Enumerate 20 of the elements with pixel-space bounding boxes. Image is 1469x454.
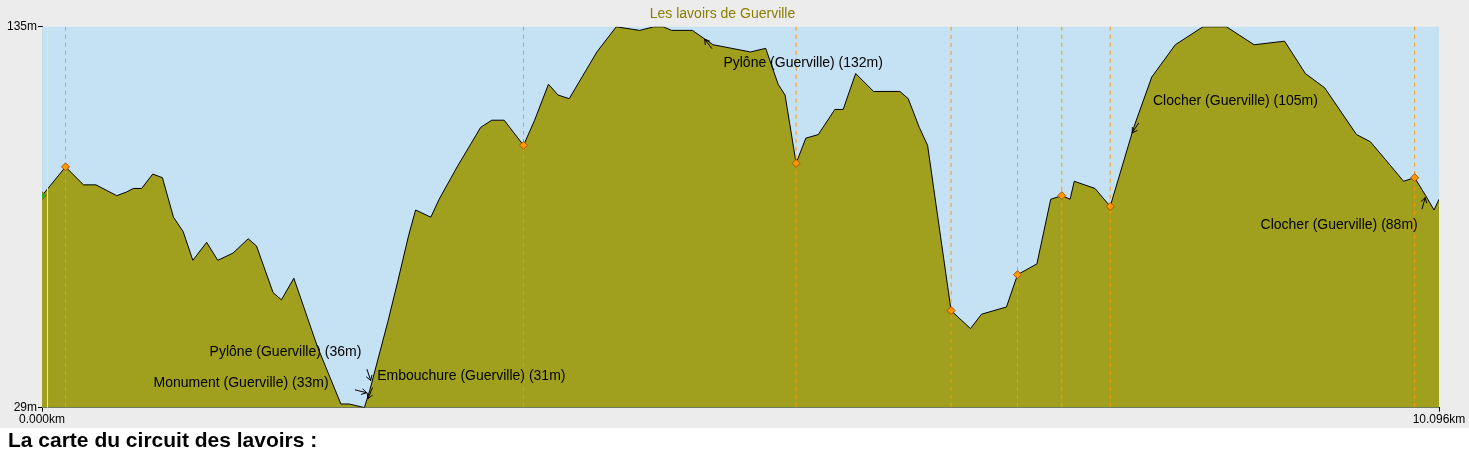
point	[946, 306, 956, 316]
point	[61, 162, 71, 172]
x-tick-label: 10.096km	[1412, 412, 1466, 427]
point	[1013, 270, 1023, 280]
annotation: Monument (Guerville) (33m)	[153, 374, 329, 391]
point	[791, 158, 801, 168]
y-tick-label: 135m	[6, 19, 38, 34]
point	[1105, 201, 1115, 211]
annotation: Clocher (Guerville) (88m)	[1260, 215, 1418, 232]
annotation: Pylône (Guerville) (36m)	[209, 343, 362, 360]
annotation: Embouchure (Guerville) (31m)	[377, 367, 566, 384]
point	[1410, 173, 1420, 183]
y-tick-label: 29m	[13, 399, 38, 414]
chart-title: Les lavoirs de Guerville	[649, 5, 796, 22]
text: La carte du circuit des lavoirs :	[8, 428, 319, 452]
x-tick-label: 0.000km	[19, 412, 66, 427]
point	[519, 140, 529, 150]
annotation: Clocher (Guerville) (105m)	[1152, 92, 1318, 109]
annotation: Pylône (Guerville) (132m)	[723, 54, 883, 71]
point	[1057, 191, 1067, 201]
